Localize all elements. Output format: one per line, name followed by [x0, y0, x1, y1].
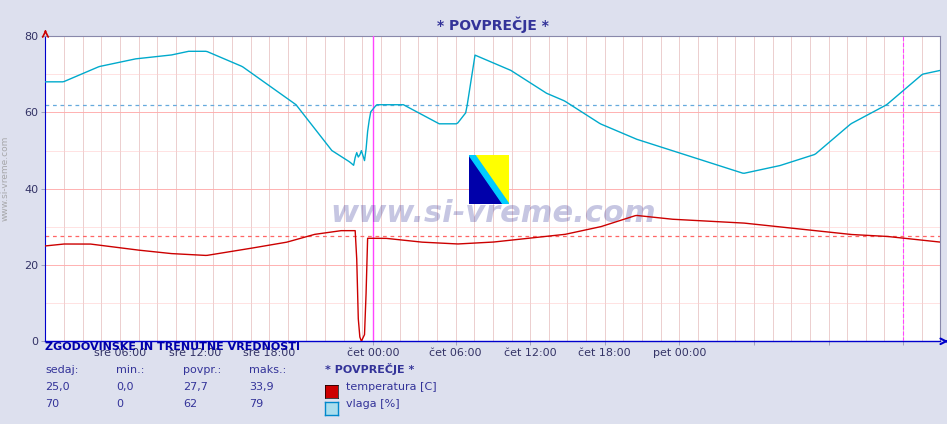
Title: * POVPREČJE *: * POVPREČJE * — [437, 17, 549, 33]
Text: 79: 79 — [249, 399, 263, 409]
Text: 25,0: 25,0 — [45, 382, 70, 392]
Text: 27,7: 27,7 — [183, 382, 207, 392]
Text: ZGODOVINSKE IN TRENUTNE VREDNOSTI: ZGODOVINSKE IN TRENUTNE VREDNOSTI — [45, 342, 300, 352]
Text: 62: 62 — [183, 399, 197, 409]
Text: 70: 70 — [45, 399, 60, 409]
Polygon shape — [474, 155, 509, 204]
Text: maks.:: maks.: — [249, 365, 286, 375]
Text: 0,0: 0,0 — [116, 382, 134, 392]
Polygon shape — [469, 155, 509, 204]
Text: min.:: min.: — [116, 365, 145, 375]
Text: www.si-vreme.com: www.si-vreme.com — [0, 135, 9, 221]
Text: temperatura [C]: temperatura [C] — [346, 382, 437, 392]
Text: vlaga [%]: vlaga [%] — [346, 399, 400, 409]
Text: 0: 0 — [116, 399, 123, 409]
Text: sedaj:: sedaj: — [45, 365, 79, 375]
Text: 33,9: 33,9 — [249, 382, 274, 392]
Text: * POVPREČJE *: * POVPREČJE * — [325, 363, 414, 375]
Text: www.si-vreme.com: www.si-vreme.com — [331, 198, 655, 228]
Text: povpr.:: povpr.: — [183, 365, 221, 375]
